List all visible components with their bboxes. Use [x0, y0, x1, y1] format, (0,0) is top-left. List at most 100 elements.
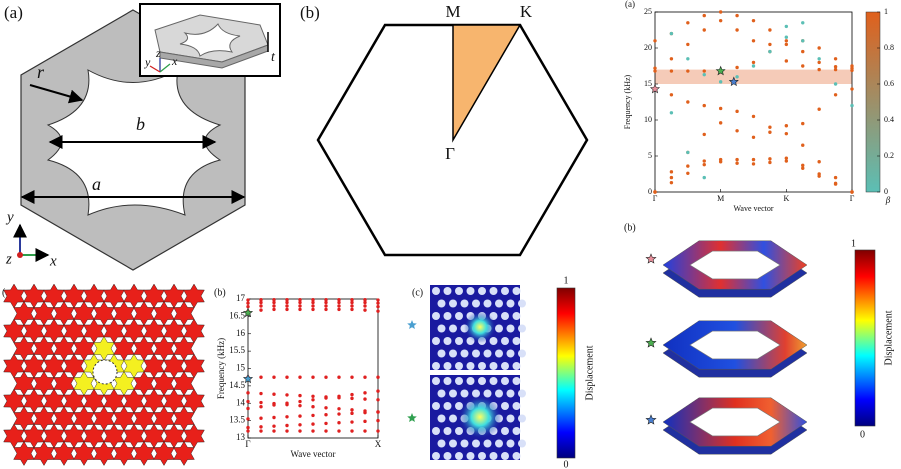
band-point [272, 304, 276, 308]
x-axis-label: Wave vector [734, 204, 774, 213]
panel-label: (b) [300, 3, 320, 22]
band-point [653, 190, 657, 194]
field-hole [449, 389, 457, 398]
band-point [246, 406, 250, 411]
band-point [363, 304, 367, 308]
band-point [363, 308, 367, 312]
band-point [801, 121, 805, 126]
band-point [337, 407, 341, 411]
x-tick-label: X [375, 439, 382, 449]
band-point [324, 421, 328, 426]
band-point [285, 304, 289, 308]
state-marker [715, 65, 726, 76]
field-hole [489, 287, 498, 295]
band-point [768, 42, 772, 47]
band-point [324, 375, 328, 379]
field-hole [443, 427, 452, 435]
field-hole [449, 414, 457, 423]
band-point [702, 162, 706, 167]
band-point [246, 425, 250, 430]
dim-label: a [92, 174, 101, 194]
band-point [718, 106, 723, 111]
field-hole [449, 299, 457, 308]
band-point [298, 304, 302, 308]
state-star [645, 253, 657, 264]
field-hole [443, 362, 452, 370]
band-point [850, 103, 854, 108]
band-point [246, 301, 250, 305]
band-point [272, 429, 276, 433]
colorbar-tick-label: 0.8 [884, 43, 894, 52]
inset-axis [159, 63, 171, 73]
field-hole [478, 377, 486, 385]
field-hole [443, 337, 452, 345]
band-point [751, 39, 756, 43]
band-point [718, 18, 723, 23]
field-hole [501, 402, 509, 410]
field-spot [464, 311, 496, 343]
field-hole [432, 452, 440, 460]
field-hole [466, 452, 475, 460]
field-hole [455, 377, 463, 385]
field-hole [460, 389, 469, 398]
band-point [311, 297, 315, 302]
band-point [817, 57, 821, 61]
band-point [768, 160, 772, 165]
band-point [784, 39, 789, 43]
field-hole [432, 362, 440, 370]
band-point [784, 42, 789, 47]
band-point [311, 398, 315, 402]
x-tick-label: K [783, 194, 789, 203]
band-point [376, 301, 380, 305]
band-point [376, 309, 380, 313]
inset-hole [179, 23, 241, 57]
band-point [718, 10, 723, 14]
colorbar-min: 0 [564, 459, 569, 469]
y-axis-label: Frequency (kHz) [216, 338, 226, 399]
band-point [298, 423, 302, 427]
field-hole [512, 312, 521, 320]
band-point [324, 406, 328, 410]
field-hole [501, 452, 509, 460]
band-point [324, 304, 328, 308]
band-point [702, 175, 706, 180]
band-point [350, 375, 354, 379]
band-point [363, 419, 367, 424]
plot-frame [247, 298, 379, 439]
band-point [768, 157, 772, 161]
field-hole [455, 452, 463, 460]
field-hole [455, 312, 463, 320]
field-hole [518, 324, 526, 333]
band-point [669, 31, 674, 36]
panel-label: (b) [624, 222, 636, 233]
field-hole [501, 427, 509, 435]
band-point [298, 307, 302, 312]
colorbar-tick-label: 0.6 [884, 79, 894, 88]
band-point [669, 69, 674, 73]
y-tick-label: 13 [236, 432, 246, 442]
band-point [337, 429, 341, 433]
band-point [751, 60, 756, 65]
field-hole [432, 427, 440, 435]
field-hole [489, 452, 498, 460]
band-point [298, 393, 302, 398]
field-hole [518, 414, 526, 423]
field-hole [512, 452, 521, 460]
band-point [350, 396, 354, 401]
band-point [702, 28, 706, 32]
r-arrow [29, 84, 84, 104]
band-point [751, 157, 756, 162]
field-hole [512, 377, 521, 385]
band-point [702, 103, 706, 108]
field-hole [472, 439, 480, 448]
band-point [784, 24, 789, 29]
band-point [768, 49, 772, 54]
field-hole [506, 324, 515, 333]
field-hole [512, 362, 521, 370]
band-point [817, 160, 821, 164]
band-point [272, 403, 276, 407]
band-point [350, 307, 354, 312]
band-point [311, 375, 315, 379]
band-point [751, 114, 756, 119]
band-point [735, 109, 739, 114]
